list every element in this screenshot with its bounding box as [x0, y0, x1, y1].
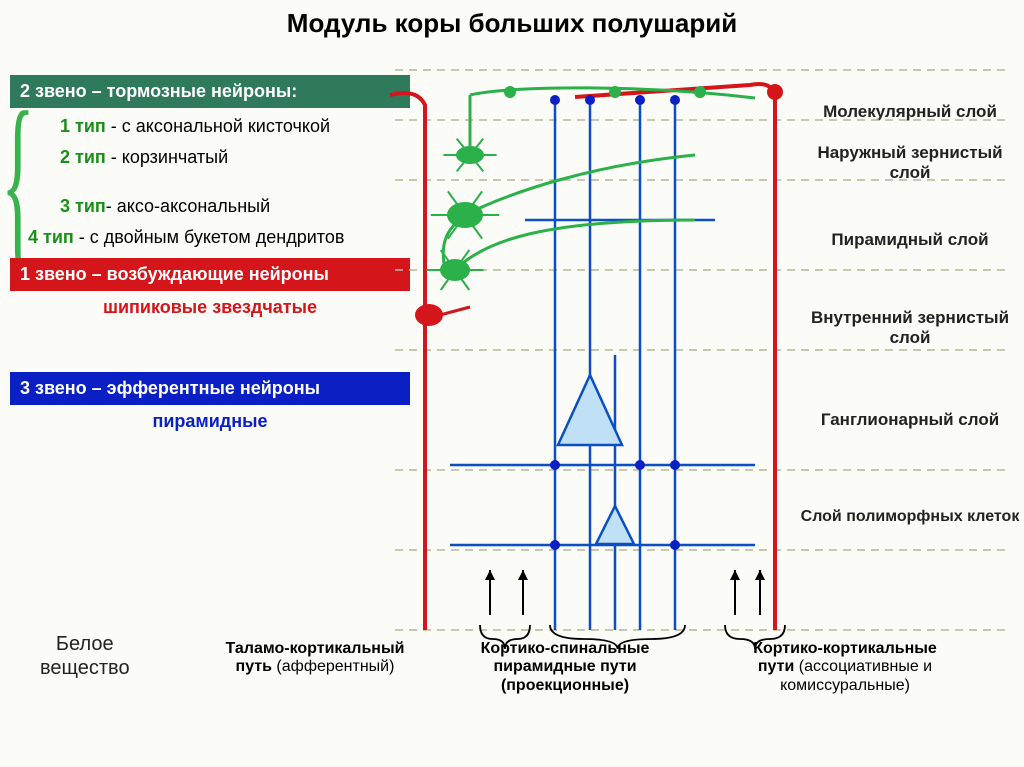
band-3: 3 звено – эфферентные нейроны: [10, 372, 410, 405]
type-1: 1 тип - с аксональной кисточкой: [60, 116, 410, 137]
band-1: 1 звено – возбуждающие нейроны: [10, 258, 410, 291]
page-title: Модуль коры больших полушарий: [0, 8, 1024, 39]
sub-1: шипиковые звездчатые: [10, 297, 410, 318]
left-column: 2 звено – тормозные нейроны: 1 тип - с а…: [10, 75, 410, 450]
pathway-1: Таламо-кортикальныйпуть (афферентный): [190, 640, 440, 677]
layer-2: Наружный зернистый слой: [800, 143, 1020, 183]
type-2: 2 тип - корзинчатый: [60, 147, 410, 168]
layer-3: Пирамидный слой: [800, 230, 1020, 250]
cortex-diagram: [395, 70, 805, 630]
layer-4: Внутренний зернистый слой: [800, 308, 1020, 348]
layer-5: Ганглионарный слой: [800, 410, 1020, 430]
layer-1: Молекулярный слой: [800, 102, 1020, 122]
pathway-3: Кортико-кортикальныепути (ассоциативные …: [720, 640, 970, 695]
band-2: 2 звено – тормозные нейроны:: [10, 75, 410, 108]
type-4: 4 тип - с двойным букетом дендритов: [28, 227, 410, 248]
layer-6: Слой полиморфных клеток: [800, 508, 1020, 526]
pathway-2: Кортико-спинальныепирамидные пути(проекц…: [450, 640, 680, 695]
sub-3: пирамидные: [10, 411, 410, 432]
white-matter-label: Белоевещество: [40, 632, 130, 680]
type-3: 3 тип- аксо-аксональный: [60, 196, 410, 217]
